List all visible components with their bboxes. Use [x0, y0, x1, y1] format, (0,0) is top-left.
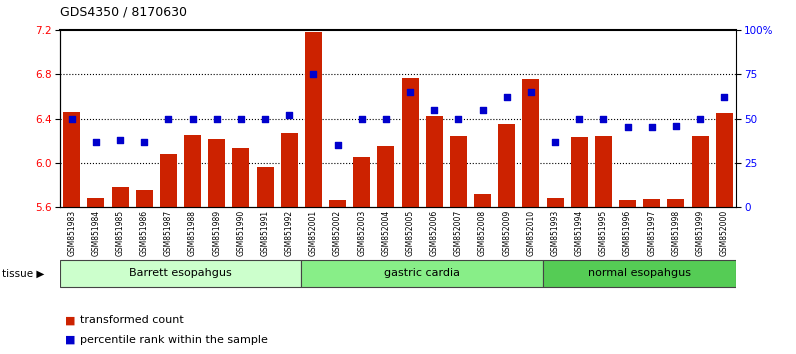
Point [210, 116, 223, 121]
Text: GSM851994: GSM851994 [575, 210, 583, 256]
Text: GSM851989: GSM851989 [213, 210, 221, 256]
Point [65, 116, 78, 121]
Bar [402, 78, 419, 207]
Text: GSM852004: GSM852004 [381, 210, 390, 256]
Point [331, 142, 344, 148]
Point [573, 116, 586, 121]
Bar [595, 136, 612, 207]
Text: ■: ■ [65, 335, 76, 345]
Bar [547, 198, 564, 207]
Bar [353, 157, 370, 207]
Bar [474, 194, 491, 207]
Text: GSM851988: GSM851988 [188, 210, 197, 256]
Text: Barrett esopahgus: Barrett esopahgus [129, 268, 232, 279]
Point [718, 95, 731, 100]
Point [548, 139, 561, 144]
Point [235, 116, 248, 121]
Text: ■: ■ [65, 315, 76, 325]
Point [693, 116, 706, 121]
FancyBboxPatch shape [302, 260, 543, 287]
Point [525, 89, 537, 95]
Bar [305, 32, 322, 207]
Point [283, 112, 295, 118]
Bar [643, 199, 660, 207]
Point [90, 139, 103, 144]
Text: gastric cardia: gastric cardia [384, 268, 460, 279]
Text: GSM851996: GSM851996 [623, 210, 632, 256]
Bar [522, 79, 540, 207]
FancyBboxPatch shape [543, 260, 736, 287]
Point [501, 95, 513, 100]
Text: GSM851985: GSM851985 [115, 210, 125, 256]
Point [452, 116, 465, 121]
Point [621, 125, 634, 130]
Bar [450, 136, 467, 207]
Point [404, 89, 416, 95]
Text: GSM852005: GSM852005 [406, 210, 415, 256]
Bar [281, 133, 298, 207]
Text: GSM851998: GSM851998 [671, 210, 681, 256]
Bar [256, 167, 274, 207]
Point [114, 137, 127, 143]
Point [428, 107, 441, 113]
Bar [232, 148, 249, 207]
Text: GSM851990: GSM851990 [236, 210, 245, 256]
Bar [498, 124, 515, 207]
Text: GSM851993: GSM851993 [551, 210, 560, 256]
Point [138, 139, 150, 144]
Point [476, 107, 489, 113]
Point [162, 116, 175, 121]
Text: GSM852007: GSM852007 [454, 210, 463, 256]
Bar [716, 113, 732, 207]
Bar [426, 116, 443, 207]
Text: GSM851995: GSM851995 [599, 210, 608, 256]
Text: GSM851991: GSM851991 [260, 210, 270, 256]
Bar [160, 154, 177, 207]
Point [669, 123, 682, 129]
Bar [329, 200, 346, 207]
Text: GSM851992: GSM851992 [285, 210, 294, 256]
FancyBboxPatch shape [60, 260, 302, 287]
Point [186, 116, 199, 121]
Text: GSM852006: GSM852006 [430, 210, 439, 256]
Bar [377, 146, 394, 207]
Bar [692, 136, 708, 207]
Bar [667, 199, 685, 207]
Text: GSM852000: GSM852000 [720, 210, 728, 256]
Text: tissue ▶: tissue ▶ [2, 268, 44, 278]
Text: GSM852002: GSM852002 [333, 210, 342, 256]
Text: GDS4350 / 8170630: GDS4350 / 8170630 [60, 5, 187, 18]
Text: percentile rank within the sample: percentile rank within the sample [80, 335, 267, 345]
Bar [209, 138, 225, 207]
Bar [64, 112, 80, 207]
Bar [184, 135, 201, 207]
Point [307, 72, 320, 77]
Text: GSM851987: GSM851987 [164, 210, 173, 256]
Point [259, 116, 271, 121]
Text: GSM852009: GSM852009 [502, 210, 511, 256]
Text: GSM852010: GSM852010 [526, 210, 536, 256]
Bar [136, 190, 153, 207]
Text: normal esopahgus: normal esopahgus [588, 268, 691, 279]
Point [646, 125, 658, 130]
Text: GSM852001: GSM852001 [309, 210, 318, 256]
Point [597, 116, 610, 121]
Text: GSM851983: GSM851983 [68, 210, 76, 256]
Text: GSM851984: GSM851984 [92, 210, 100, 256]
Text: GSM852003: GSM852003 [357, 210, 366, 256]
Point [355, 116, 368, 121]
Bar [111, 187, 129, 207]
Bar [571, 137, 587, 207]
Bar [88, 198, 104, 207]
Text: GSM851999: GSM851999 [696, 210, 704, 256]
Text: transformed count: transformed count [80, 315, 183, 325]
Text: GSM852008: GSM852008 [478, 210, 487, 256]
Point [380, 116, 392, 121]
Text: GSM851997: GSM851997 [647, 210, 656, 256]
Bar [619, 200, 636, 207]
Text: GSM851986: GSM851986 [140, 210, 149, 256]
